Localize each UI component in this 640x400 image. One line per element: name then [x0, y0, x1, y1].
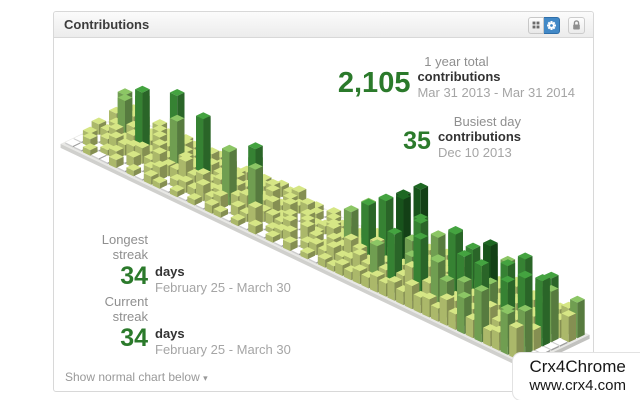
year-total-range: Mar 31 2013 - Mar 31 2014 — [417, 84, 575, 100]
year-total-stat: 1 year total 2,105 contributions Mar 31 … — [338, 54, 575, 102]
year-total-label: 1 year total — [424, 54, 489, 69]
contributions-panel: Contributions — [53, 11, 594, 392]
lock-icon — [573, 20, 580, 30]
watermark: Crx4Chrome www.crx4.com — [512, 352, 640, 400]
busiest-day-stat: Busiest day 35 contributions Dec 10 2013 — [403, 114, 521, 162]
busiest-day-unit: contributions — [437, 129, 521, 144]
busiest-day-date: Dec 10 2013 — [437, 144, 512, 160]
isometric-view-button[interactable] — [544, 16, 560, 34]
longest-streak-range: February 25 - March 30 — [155, 279, 291, 295]
longest-streak-unit: days — [155, 264, 185, 279]
busiest-day-label: Busiest day — [453, 114, 521, 129]
panel-content: 1 year total 2,105 contributions Mar 31 … — [54, 38, 593, 391]
header-controls — [528, 16, 585, 34]
panel-title: Contributions — [64, 17, 150, 32]
year-total-unit: contributions — [417, 69, 501, 84]
current-streak-range: February 25 - March 30 — [155, 341, 291, 357]
watermark-line2: www.crx4.com — [529, 376, 626, 394]
show-normal-chart-toggle[interactable]: Show normal chart below ▾ — [65, 370, 208, 384]
grid-icon — [532, 21, 540, 29]
private-contributions-button[interactable] — [568, 16, 585, 34]
current-streak-label: Current streak — [104, 294, 148, 324]
grid-view-button[interactable] — [528, 16, 544, 34]
current-streak-value: 34 — [120, 324, 148, 352]
isometric-contribution-chart — [60, 85, 590, 370]
current-streak-unit: days — [155, 326, 185, 341]
longest-streak-stat: Longest streak 34 days February 25 - Mar… — [66, 232, 291, 297]
busiest-day-value: 35 — [403, 127, 431, 155]
view-toggle-group — [528, 16, 560, 34]
year-total-value: 2,105 — [337, 67, 411, 99]
watermark-line1: Crx4Chrome — [529, 357, 626, 376]
current-streak-stat: Current streak 34 days February 25 - Mar… — [66, 294, 291, 359]
longest-streak-label: Longest streak — [101, 232, 148, 262]
chevron-down-icon: ▾ — [203, 373, 208, 383]
longest-streak-value: 34 — [120, 262, 148, 290]
panel-header: Contributions — [54, 12, 593, 38]
gear-cube-icon — [547, 20, 556, 30]
show-normal-chart-label: Show normal chart below — [65, 370, 200, 384]
